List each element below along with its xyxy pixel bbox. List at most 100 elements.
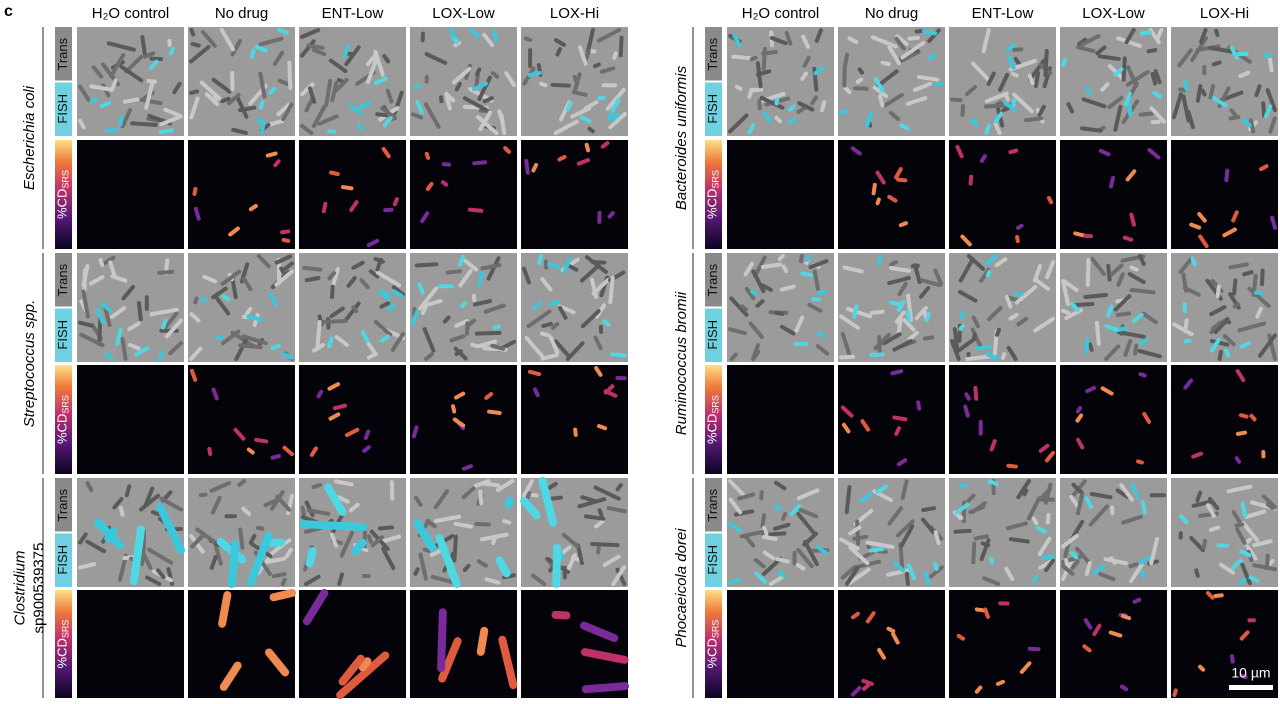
- cell: [150, 510, 161, 517]
- cell: [1092, 623, 1102, 637]
- cell: [887, 275, 911, 286]
- cell: [728, 113, 749, 134]
- cell: [781, 264, 789, 274]
- cell: [1062, 279, 1079, 293]
- cell: [377, 525, 395, 531]
- cell: [527, 369, 542, 377]
- cell: [351, 538, 367, 556]
- cell: [230, 39, 243, 57]
- cell: [755, 61, 763, 89]
- cell: [753, 557, 766, 569]
- cell: [580, 309, 601, 329]
- cell: [1248, 575, 1260, 583]
- cell: [302, 589, 329, 626]
- cell: [971, 61, 992, 83]
- cell: [458, 269, 473, 288]
- cell: [234, 337, 248, 361]
- cell: [524, 158, 530, 175]
- cell: [490, 343, 506, 351]
- cell: [195, 527, 220, 547]
- cell: [1178, 257, 1194, 274]
- cell: [204, 92, 220, 107]
- srs-image: [299, 365, 406, 474]
- cell: [423, 102, 441, 129]
- cell: [522, 266, 531, 285]
- cell: [861, 683, 871, 691]
- cell: [110, 78, 118, 91]
- trans-strip: [55, 478, 72, 532]
- cell: [140, 35, 147, 57]
- cell: [379, 334, 391, 343]
- cell: [1211, 60, 1222, 67]
- srs-image: [727, 140, 834, 249]
- cell: [214, 335, 224, 340]
- cell: [981, 28, 991, 54]
- cell: [330, 284, 335, 300]
- cell: [348, 104, 363, 115]
- cell: [989, 439, 997, 452]
- cell: [390, 332, 405, 352]
- cell: [270, 343, 282, 351]
- cell: [168, 341, 183, 356]
- cell: [921, 506, 936, 512]
- cell: [246, 314, 264, 322]
- cell: [984, 254, 998, 267]
- cell: [567, 264, 579, 272]
- cell: [484, 577, 501, 585]
- cell: [989, 556, 995, 565]
- cell: [865, 111, 874, 128]
- cell: [1061, 57, 1068, 67]
- cell: [608, 275, 615, 305]
- cell: [1229, 108, 1239, 119]
- cell: [958, 323, 966, 331]
- cell: [1249, 413, 1257, 422]
- cell: [1189, 222, 1202, 230]
- row-label-main: %CD: [55, 638, 70, 668]
- cell: [327, 382, 341, 391]
- cell: [840, 565, 857, 580]
- cell: [1139, 556, 1150, 565]
- cell: [417, 282, 425, 295]
- cell: [815, 545, 829, 556]
- cell: [149, 307, 179, 317]
- cell: [889, 260, 898, 267]
- cell: [1198, 664, 1206, 672]
- cell: [451, 404, 457, 414]
- cell: [537, 254, 544, 266]
- cell: [1075, 492, 1085, 516]
- cell: [1200, 88, 1207, 97]
- cell: [1214, 28, 1220, 38]
- cell: [882, 92, 904, 108]
- cell: [875, 484, 889, 494]
- srs-image: [521, 590, 628, 698]
- cell: [79, 332, 105, 348]
- cell: [1231, 210, 1239, 223]
- cell: [905, 309, 911, 323]
- cell: [504, 496, 514, 509]
- cell: [281, 238, 291, 243]
- cell: [1172, 92, 1183, 120]
- cell: [777, 254, 785, 262]
- row-label: FISH: [705, 94, 720, 124]
- cell: [606, 506, 627, 514]
- cell: [1209, 320, 1222, 335]
- cell: [1209, 305, 1227, 317]
- cell: [1031, 575, 1039, 583]
- cell: [964, 392, 971, 401]
- cell: [338, 654, 365, 686]
- cell: [392, 289, 404, 299]
- cell: [813, 65, 825, 76]
- row-label-sub: SRS: [61, 395, 71, 414]
- cell: [987, 479, 999, 487]
- cell: [241, 506, 252, 516]
- cell: [754, 571, 768, 584]
- cell: [800, 271, 814, 278]
- cell: [1239, 673, 1248, 680]
- cell: [363, 429, 371, 440]
- cell: [848, 525, 862, 536]
- cell: [845, 565, 860, 586]
- cell: [200, 29, 217, 48]
- cell: [1217, 349, 1223, 361]
- cell: [773, 504, 782, 511]
- cell: [933, 530, 941, 546]
